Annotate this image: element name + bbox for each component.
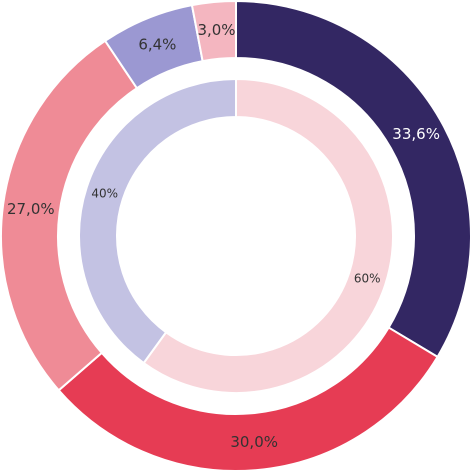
outer-slice-label-0: 33,6% xyxy=(392,125,440,143)
inner-slice-label-1: 40% xyxy=(91,186,118,200)
inner-slice-label-0: 60% xyxy=(354,272,381,286)
outer-slice-label-1: 30,0% xyxy=(230,433,278,451)
outer-slice-label-2: 27,0% xyxy=(7,200,55,218)
inner-slice-0 xyxy=(142,77,394,394)
outer-slice-4 xyxy=(190,0,237,63)
outer-slice-label-3: 6,4% xyxy=(138,36,176,54)
slice-labels: 33,6% 30,0% 27,0% 6,4% 3,0% 60% 40% xyxy=(7,21,440,451)
outer-slice-0 xyxy=(235,0,472,359)
inner-slice-1 xyxy=(78,77,237,365)
outer-slice-label-4: 3,0% xyxy=(197,21,235,39)
inner-ring xyxy=(78,77,394,394)
